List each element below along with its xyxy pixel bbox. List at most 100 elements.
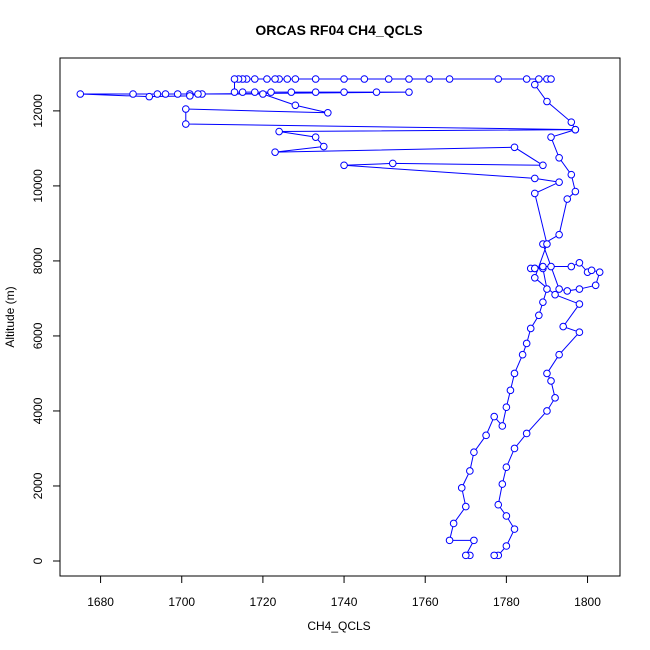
y-axis-label: Altitude (m): [3, 286, 17, 347]
data-point: [555, 178, 563, 186]
data-point: [555, 153, 563, 162]
data-point: [506, 386, 515, 395]
data-point: [470, 448, 478, 457]
data-point: [539, 298, 547, 306]
data-point: [153, 90, 162, 98]
data-point: [502, 403, 511, 412]
data-point: [311, 133, 320, 141]
data-point: [340, 75, 348, 83]
data-point: [498, 422, 507, 430]
data-point: [595, 268, 604, 276]
data-point: [522, 429, 531, 438]
data-point: [259, 90, 267, 98]
data-point: [186, 92, 194, 100]
plot-frame: [59, 57, 621, 577]
data-point: [502, 542, 511, 550]
data-point: [587, 266, 596, 275]
data-point: [543, 407, 551, 415]
data-point: [384, 75, 393, 83]
y-tick-label: 0: [31, 557, 45, 564]
y-tick-label: 2000: [31, 472, 45, 499]
data-point: [291, 101, 300, 110]
data-point: [575, 258, 584, 267]
data-point: [340, 88, 348, 96]
data-point: [291, 75, 300, 83]
data-point: [76, 90, 85, 98]
data-point: [543, 97, 551, 106]
y-tick-label: 6000: [31, 322, 45, 349]
data-point: [287, 88, 296, 96]
data-point: [194, 90, 202, 98]
data-point: [530, 189, 539, 198]
data-point: [510, 369, 519, 378]
data-point: [591, 281, 600, 290]
data-point: [502, 463, 511, 472]
data-point: [275, 127, 283, 136]
data-point: [567, 170, 576, 179]
data-point: [543, 369, 551, 378]
data-point: [575, 300, 584, 308]
data-point: [547, 133, 555, 141]
data-point: [449, 519, 458, 528]
data-point: [575, 328, 584, 336]
data-point: [547, 262, 555, 271]
data-point: [360, 75, 369, 83]
data-point: [181, 120, 190, 128]
data-point: [340, 161, 348, 170]
data-point: [551, 290, 559, 299]
data-point: [445, 536, 454, 545]
x-tick-label: 1680: [87, 595, 114, 609]
data-point: [539, 161, 547, 170]
y-tick-label: 4000: [31, 397, 45, 424]
data-point: [547, 75, 555, 83]
data-point: [543, 240, 551, 248]
data-point: [405, 75, 413, 83]
data-point: [510, 525, 519, 533]
data-point: [173, 90, 182, 98]
data-point: [563, 287, 572, 295]
data-point: [482, 431, 490, 440]
data-point: [555, 350, 563, 359]
data-point: [555, 230, 563, 239]
data-point: [530, 264, 539, 273]
data-point: [324, 108, 332, 117]
data-point: [522, 75, 531, 83]
y-tick-label: 12000: [31, 94, 45, 128]
data-point: [271, 75, 279, 83]
data-point: [145, 92, 154, 101]
data-point: [319, 142, 328, 151]
data-point: [461, 502, 470, 511]
data-point: [461, 551, 470, 560]
data-point: [526, 324, 535, 333]
data-point: [161, 90, 170, 98]
data-point: [283, 75, 292, 83]
data-point: [571, 125, 580, 134]
data-point: [510, 444, 519, 453]
x-tick-label: 1800: [574, 595, 601, 609]
y-tick-label: 8000: [31, 247, 45, 274]
x-axis-label: CH4_QCLS: [307, 619, 370, 633]
data-point: [571, 187, 580, 196]
data-point: [425, 75, 434, 83]
data-point: [535, 311, 543, 320]
data-point: [470, 536, 478, 545]
data-point: [563, 195, 572, 203]
x-tick-label: 1720: [250, 595, 277, 609]
data-point: [530, 174, 539, 183]
data-point: [129, 90, 137, 98]
data-point: [230, 88, 239, 96]
data-point: [535, 75, 543, 83]
data-point: [543, 285, 551, 293]
data-point: [457, 484, 466, 492]
data-point: [494, 75, 503, 83]
data-point: [530, 80, 539, 89]
y-tick-label: 10000: [31, 169, 45, 203]
data-point: [250, 88, 259, 96]
x-tick-label: 1700: [168, 595, 195, 609]
data-point: [181, 105, 190, 113]
data-point: [551, 394, 559, 402]
x-tick-label: 1760: [412, 595, 439, 609]
data-point: [518, 350, 527, 359]
